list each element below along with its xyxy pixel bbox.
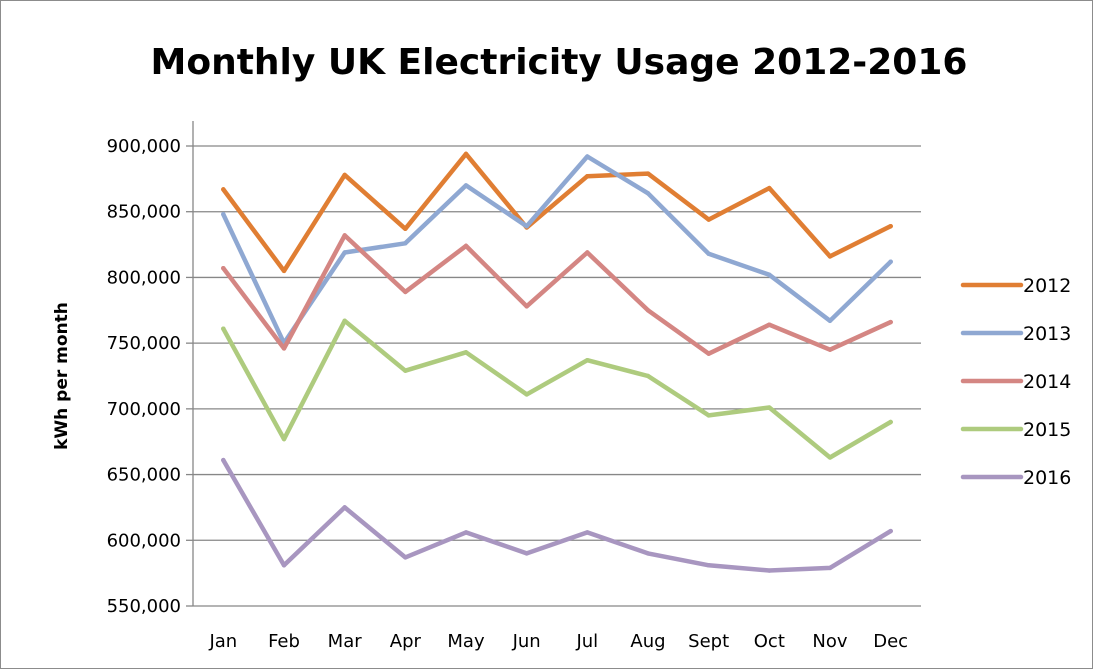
data-point <box>585 358 590 363</box>
data-point <box>221 187 226 192</box>
data-point <box>706 351 711 356</box>
y-tick-label: 900,000 <box>107 136 181 157</box>
data-point <box>463 183 469 188</box>
data-point <box>585 174 590 179</box>
x-tick-label: Nov <box>812 631 847 652</box>
data-point <box>827 347 833 352</box>
data-point <box>585 530 590 535</box>
series-line-2012 <box>221 151 893 274</box>
data-point <box>524 392 529 397</box>
data-point <box>524 551 529 556</box>
data-point <box>463 350 469 355</box>
data-point <box>221 266 226 271</box>
data-point <box>342 250 347 255</box>
legend: 2012 2013 2014 2015 2016 <box>960 275 1071 489</box>
data-point <box>342 505 347 510</box>
data-point <box>888 223 893 229</box>
chart-title: Monthly UK Electricity Usage 2012-2016 <box>151 42 968 83</box>
data-point <box>524 223 529 229</box>
data-point <box>585 154 590 159</box>
data-point <box>645 191 651 196</box>
data-point <box>706 251 711 256</box>
data-point <box>706 217 711 222</box>
y-tick-label: 650,000 <box>107 465 181 486</box>
data-point <box>403 289 408 295</box>
data-point <box>342 318 347 323</box>
legend-label: 2016 <box>1023 467 1071 489</box>
data-point <box>463 530 469 535</box>
data-point <box>888 419 893 425</box>
data-point <box>645 551 651 556</box>
data-point <box>767 272 772 277</box>
legend-label: 2014 <box>1023 371 1071 393</box>
data-point <box>767 322 772 327</box>
data-point <box>827 455 833 460</box>
data-point <box>281 436 287 442</box>
data-point <box>706 563 711 568</box>
data-point <box>585 250 590 255</box>
legend-label: 2013 <box>1023 323 1071 345</box>
x-tick-label: Jul <box>575 631 598 652</box>
x-tick-label: Feb <box>268 631 300 652</box>
y-tick-label: 850,000 <box>107 202 181 223</box>
y-tick-label: 600,000 <box>107 530 181 551</box>
data-point <box>645 373 651 379</box>
data-point <box>888 259 893 264</box>
data-point <box>403 555 408 560</box>
data-point <box>403 368 408 373</box>
data-point <box>767 405 772 410</box>
data-point <box>281 268 287 274</box>
series-line-2015 <box>221 318 893 460</box>
data-point <box>221 326 226 331</box>
data-point <box>221 212 226 217</box>
data-point <box>888 319 893 325</box>
data-point <box>403 241 408 246</box>
data-point <box>767 185 772 191</box>
x-tick-label: Sept <box>688 631 729 652</box>
data-point <box>524 304 529 309</box>
series-lines <box>221 151 893 573</box>
data-point <box>888 528 893 534</box>
x-tick-label: Oct <box>754 631 785 652</box>
y-tick-label: 700,000 <box>107 399 181 420</box>
data-point <box>281 346 287 351</box>
y-axis-label: kWh per month <box>52 302 72 450</box>
x-tick-label: Aug <box>630 631 665 652</box>
data-point <box>706 413 711 418</box>
x-axis-ticks: Jan Feb Mar Apr May Jun Jul Aug Sept Oct Nov Dec <box>208 631 908 652</box>
x-tick-label: Jan <box>208 631 237 652</box>
series-line-2016 <box>221 457 893 573</box>
y-tick-label: 800,000 <box>107 267 181 288</box>
x-tick-label: Dec <box>873 631 908 652</box>
y-tick-label: 750,000 <box>107 333 181 354</box>
data-point <box>645 171 651 176</box>
x-tick-label: Jun <box>512 631 541 652</box>
data-point <box>827 254 833 259</box>
series-line-2014 <box>221 233 893 356</box>
y-tick-label: 550,000 <box>107 596 181 617</box>
data-point <box>463 151 469 157</box>
legend-label: 2012 <box>1023 275 1071 297</box>
data-point <box>827 565 833 571</box>
data-point <box>342 233 347 238</box>
data-point <box>645 308 651 313</box>
data-point <box>463 243 469 249</box>
y-axis-ticks: 550,000 600,000 650,000 700,000 750,000 800,0… <box>107 136 193 617</box>
x-tick-label: Mar <box>328 631 363 652</box>
data-point <box>827 318 833 323</box>
data-point <box>767 568 772 573</box>
data-point <box>281 563 287 568</box>
data-point <box>342 172 347 178</box>
legend-label: 2015 <box>1023 419 1071 441</box>
series-line-2013 <box>221 154 893 346</box>
data-point <box>403 226 408 231</box>
data-point <box>221 457 226 463</box>
x-tick-label: May <box>447 631 485 652</box>
x-tick-label: Apr <box>390 631 422 652</box>
